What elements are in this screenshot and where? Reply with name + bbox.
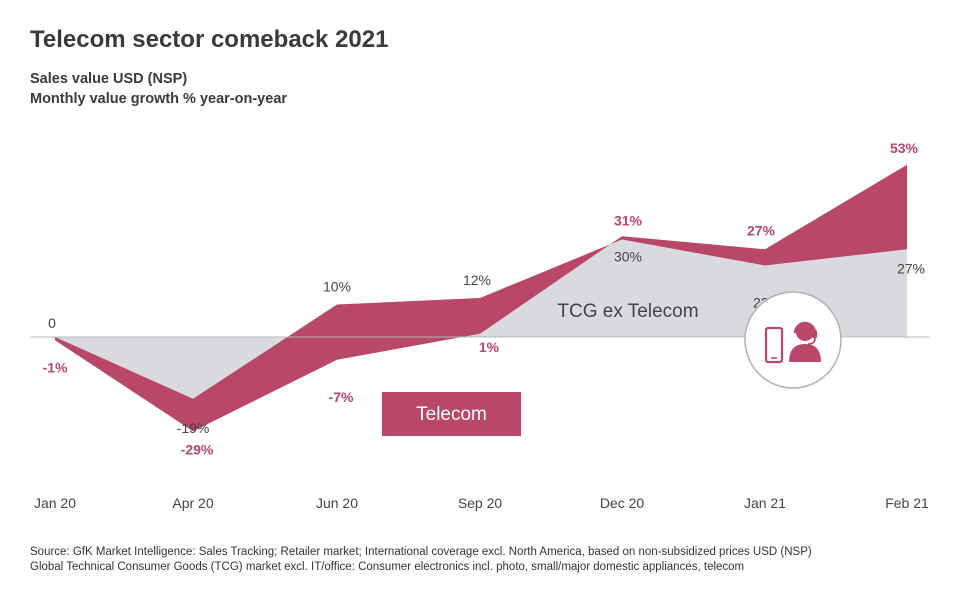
chart-title: Telecom sector comeback 2021 — [30, 26, 389, 53]
x-tick-label: Sep 20 — [458, 495, 503, 511]
phone-headset-icon — [744, 291, 842, 389]
tcg-data-label: 12% — [463, 272, 491, 288]
telecom-data-label: -29% — [181, 441, 214, 457]
telecom-data-label: -1% — [43, 359, 68, 375]
x-tick-label: Apr 20 — [172, 495, 213, 511]
telecom-data-label: -7% — [329, 389, 354, 405]
tcg-data-label: 0 — [48, 315, 56, 331]
telecom-data-label: 53% — [890, 140, 919, 156]
telecom-area — [55, 164, 907, 432]
x-tick-label: Dec 20 — [600, 495, 645, 511]
telecom-label-box — [382, 392, 521, 436]
x-tick-label: Jan 20 — [34, 495, 76, 511]
x-tick-label: Jan 21 — [744, 495, 786, 511]
tcg-series-label: TCG ex Telecom — [557, 301, 698, 322]
telecom-data-label: 27% — [747, 222, 776, 238]
telecom-series-label: Telecom — [416, 404, 487, 425]
chart-subtitle-unit: Sales value USD (NSP) — [30, 71, 188, 87]
tcg-data-label: 27% — [897, 260, 925, 276]
tcg-data-label: 10% — [323, 279, 351, 295]
telecom-data-label: 1% — [479, 339, 500, 355]
x-tick-label: Feb 21 — [885, 495, 929, 511]
tcg-data-label: 30% — [614, 249, 642, 265]
scope-footnote: Global Technical Consumer Goods (TCG) ma… — [30, 561, 745, 573]
x-tick-label: Jun 20 — [316, 495, 358, 511]
telecom-data-label: 31% — [614, 212, 643, 228]
source-footnote: Source: GfK Market Intelligence: Sales T… — [30, 546, 812, 558]
chart-subtitle-measure: Monthly value growth % year-on-year — [30, 91, 288, 107]
tcg-data-label: -19% — [177, 420, 210, 436]
